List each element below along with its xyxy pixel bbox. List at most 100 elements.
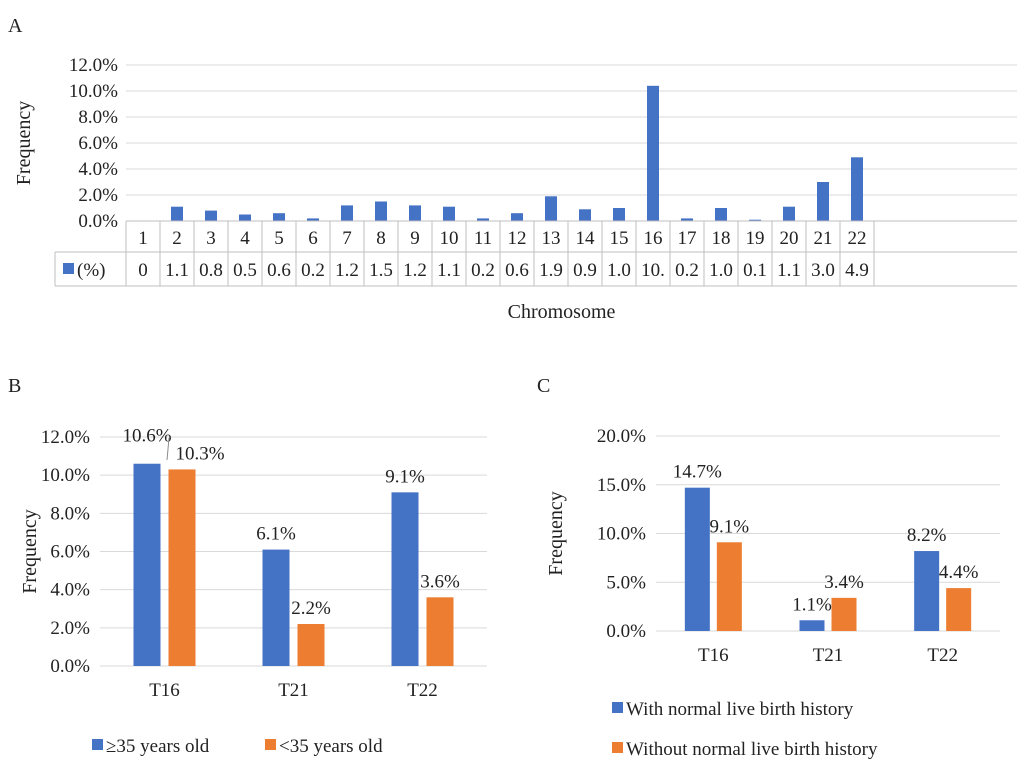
category-label: 21 bbox=[814, 228, 833, 249]
legend-label: Without normal live birth history bbox=[626, 739, 878, 760]
category-label: T22 bbox=[927, 645, 958, 666]
data-label: 1.1% bbox=[792, 594, 832, 615]
category-label: 17 bbox=[678, 228, 697, 249]
category-label: T16 bbox=[149, 680, 180, 701]
y-tick-label: 6.0% bbox=[50, 542, 90, 563]
table-value: 1.2 bbox=[335, 260, 359, 281]
data-label: 3.4% bbox=[824, 572, 864, 593]
y-tick-label: 8.0% bbox=[78, 107, 118, 128]
panel-b-letter: B bbox=[8, 375, 21, 397]
bar bbox=[647, 85, 659, 221]
y-tick-label: 2.0% bbox=[78, 185, 118, 206]
y-tick-label: 0.0% bbox=[50, 656, 90, 677]
bar bbox=[684, 487, 710, 631]
category-label: 19 bbox=[746, 228, 765, 249]
y-tick-label: 12.0% bbox=[41, 427, 90, 448]
bar bbox=[783, 206, 795, 221]
legend-swatch bbox=[63, 263, 74, 274]
category-label: 7 bbox=[342, 228, 352, 249]
bar bbox=[716, 542, 742, 631]
category-label: 10 bbox=[440, 228, 459, 249]
category-label: 16 bbox=[644, 228, 663, 249]
bar bbox=[341, 205, 353, 221]
bar bbox=[409, 205, 421, 221]
legend-label: (%) bbox=[77, 260, 105, 281]
y-tick-label: 0.0% bbox=[78, 211, 118, 232]
table-value: 1.1 bbox=[165, 260, 189, 281]
bar bbox=[171, 206, 183, 221]
bar bbox=[168, 469, 196, 666]
category-label: 9 bbox=[410, 228, 420, 249]
bar bbox=[914, 551, 940, 631]
data-label: 14.7% bbox=[673, 462, 722, 483]
bar bbox=[946, 588, 972, 631]
bar bbox=[391, 492, 419, 666]
category-label: 11 bbox=[474, 228, 492, 249]
bar bbox=[613, 208, 625, 221]
y-tick-label: 10.0% bbox=[69, 81, 118, 102]
category-label: 22 bbox=[848, 228, 867, 249]
bar bbox=[307, 218, 319, 221]
bar bbox=[426, 597, 454, 666]
data-label: 10.3% bbox=[175, 443, 224, 464]
table-value: 1.2 bbox=[403, 260, 427, 281]
label-leader-line bbox=[166, 437, 170, 461]
table-value: 0.8 bbox=[199, 260, 223, 281]
y-tick-label: 15.0% bbox=[597, 475, 646, 496]
table-value: 0.2 bbox=[301, 260, 325, 281]
y-tick-label: 6.0% bbox=[78, 133, 118, 154]
bar bbox=[375, 201, 387, 221]
bar bbox=[477, 218, 489, 221]
bar bbox=[681, 218, 693, 221]
y-tick-label: 4.0% bbox=[50, 580, 90, 601]
bar bbox=[443, 206, 455, 221]
category-label: 14 bbox=[576, 228, 596, 249]
bar bbox=[511, 213, 523, 221]
data-label: 8.2% bbox=[907, 525, 947, 546]
table-value: 0.5 bbox=[233, 260, 257, 281]
category-label: T21 bbox=[278, 680, 309, 701]
legend-swatch bbox=[612, 742, 623, 753]
table-value: 0.2 bbox=[471, 260, 495, 281]
bar bbox=[579, 209, 591, 221]
bar bbox=[749, 219, 761, 221]
table-value: 1.0 bbox=[709, 260, 733, 281]
table-value: 10. bbox=[641, 260, 665, 281]
category-label: 8 bbox=[376, 228, 386, 249]
bar bbox=[205, 210, 217, 221]
category-label: 12 bbox=[508, 228, 527, 249]
category-label: 2 bbox=[172, 228, 182, 249]
y-axis-title: Frequency bbox=[545, 491, 567, 575]
table-value: 1.5 bbox=[369, 260, 393, 281]
bar bbox=[799, 620, 825, 631]
category-label: 5 bbox=[274, 228, 284, 249]
data-label: 3.6% bbox=[420, 571, 460, 592]
y-tick-label: 2.0% bbox=[50, 618, 90, 639]
category-label: 1 bbox=[138, 228, 148, 249]
data-label: 2.2% bbox=[291, 598, 331, 619]
table-value: 0.9 bbox=[573, 260, 597, 281]
y-axis-title: Frequency bbox=[19, 509, 41, 593]
table-value: 4.9 bbox=[845, 260, 869, 281]
table-value: 0.6 bbox=[505, 260, 529, 281]
bar bbox=[133, 463, 161, 666]
bar bbox=[715, 208, 727, 221]
table-value: 1.0 bbox=[607, 260, 631, 281]
x-axis-title: Chromosome bbox=[508, 301, 616, 323]
legend-label: <35 years old bbox=[279, 736, 383, 757]
category-label: 13 bbox=[542, 228, 561, 249]
y-tick-label: 8.0% bbox=[50, 503, 90, 524]
table-value: 0.2 bbox=[675, 260, 699, 281]
bar bbox=[262, 549, 290, 666]
panel-a-letter: A bbox=[8, 15, 23, 37]
legend-label: With normal live birth history bbox=[626, 699, 854, 720]
y-tick-label: 5.0% bbox=[606, 572, 646, 593]
data-label: 10.6% bbox=[122, 426, 171, 447]
table-value: 0.6 bbox=[267, 260, 291, 281]
table-value: 0 bbox=[138, 260, 148, 281]
panel-a-chart: 0.0%2.0%4.0%6.0%8.0%10.0%12.0%1 2 3 4 5 6 7 8 9 1… bbox=[13, 55, 1017, 323]
table-value: 1.9 bbox=[539, 260, 563, 281]
y-tick-label: 10.0% bbox=[41, 465, 90, 486]
data-label: 4.4% bbox=[939, 562, 979, 583]
